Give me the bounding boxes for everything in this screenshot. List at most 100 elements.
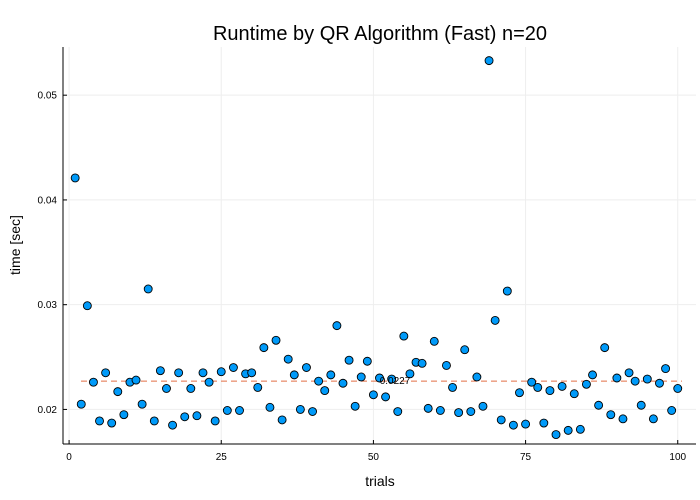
data-point (496, 415, 506, 425)
tick-labels: 0 25 50 75 100 0.02 0.03 0.04 0.05 (38, 91, 687, 463)
data-point (76, 399, 86, 409)
data-point (588, 370, 597, 380)
data-point (332, 321, 342, 331)
data-point (344, 355, 354, 365)
data-point (508, 420, 518, 430)
data-point (375, 373, 384, 383)
data-point (131, 375, 141, 385)
data-point (630, 376, 640, 386)
data-point (423, 403, 433, 413)
data-point (624, 368, 634, 378)
data-point (673, 384, 683, 393)
data-point (594, 400, 604, 410)
data-point (198, 368, 208, 378)
x-tick-label: 50 (368, 452, 380, 463)
data-point (575, 424, 585, 434)
data-point (648, 414, 658, 424)
data-point (387, 374, 397, 384)
data-point (527, 377, 537, 387)
x-tick-label: 75 (520, 452, 532, 463)
data-point (356, 372, 366, 382)
data-point (192, 411, 202, 421)
data-point (442, 360, 451, 370)
data-point (155, 366, 165, 376)
y-axis-label: time [sec] (7, 215, 23, 275)
data-point (265, 402, 275, 412)
x-tick-label: 25 (216, 452, 228, 463)
data-point (466, 407, 476, 416)
data-point (667, 406, 677, 415)
data-point (563, 425, 573, 435)
data-point (448, 382, 457, 392)
data-point (636, 400, 646, 410)
data-point (472, 372, 482, 382)
data-point (271, 335, 281, 345)
data-point (460, 345, 470, 355)
y-tick-label: 0.02 (38, 405, 58, 416)
data-point (368, 390, 378, 400)
y-tick-label: 0.03 (38, 300, 58, 311)
y-tick-label: 0.04 (38, 195, 58, 206)
data-point (174, 368, 184, 378)
data-point (277, 415, 287, 425)
data-point (405, 369, 415, 379)
grid-lines (63, 47, 696, 444)
data-point (259, 343, 269, 353)
data-point (581, 379, 591, 389)
data-point (222, 406, 232, 415)
data-point (612, 373, 622, 383)
data-point (88, 377, 98, 387)
data-point (521, 419, 531, 429)
data-point (247, 368, 257, 378)
x-axis-label: trials (365, 473, 395, 489)
data-point (149, 416, 159, 426)
data-point (435, 406, 445, 415)
data-point (417, 358, 427, 368)
data-point (557, 381, 567, 391)
data-point (350, 401, 360, 411)
data-point (253, 382, 263, 392)
data-point (107, 418, 117, 428)
data-point (539, 418, 549, 428)
x-tick-label: 0 (66, 452, 72, 463)
data-point (618, 414, 628, 424)
data-point (484, 56, 494, 66)
data-point (186, 384, 196, 393)
mean-value-label: 0.0227 (380, 376, 411, 387)
data-point (70, 173, 80, 183)
chart-title: Runtime by QR Algorithm (Fast) n=20 (213, 23, 547, 45)
data-points (70, 56, 683, 440)
x-tick-label: 100 (669, 452, 686, 463)
data-point (533, 382, 543, 392)
data-point (283, 354, 293, 364)
data-point (454, 408, 464, 418)
data-point (338, 378, 348, 388)
axes (62, 47, 696, 445)
data-point (168, 420, 178, 430)
data-point (429, 336, 439, 346)
data-point (600, 343, 610, 353)
data-point (661, 364, 671, 374)
data-point (320, 386, 330, 396)
data-point (502, 286, 512, 296)
data-point (180, 412, 190, 422)
data-point (381, 392, 391, 402)
data-point (235, 406, 244, 415)
data-point (95, 416, 104, 426)
data-point (515, 388, 524, 398)
data-point (295, 404, 305, 414)
data-point (551, 430, 561, 440)
data-point (399, 331, 409, 341)
data-point (101, 368, 111, 378)
data-point (119, 410, 129, 420)
y-tick-label: 0.05 (38, 91, 58, 102)
data-point (606, 410, 616, 420)
data-point (82, 301, 92, 311)
data-point (326, 370, 336, 380)
data-point (478, 401, 488, 411)
data-point (362, 356, 372, 366)
data-point (143, 284, 153, 294)
data-point (642, 374, 652, 384)
